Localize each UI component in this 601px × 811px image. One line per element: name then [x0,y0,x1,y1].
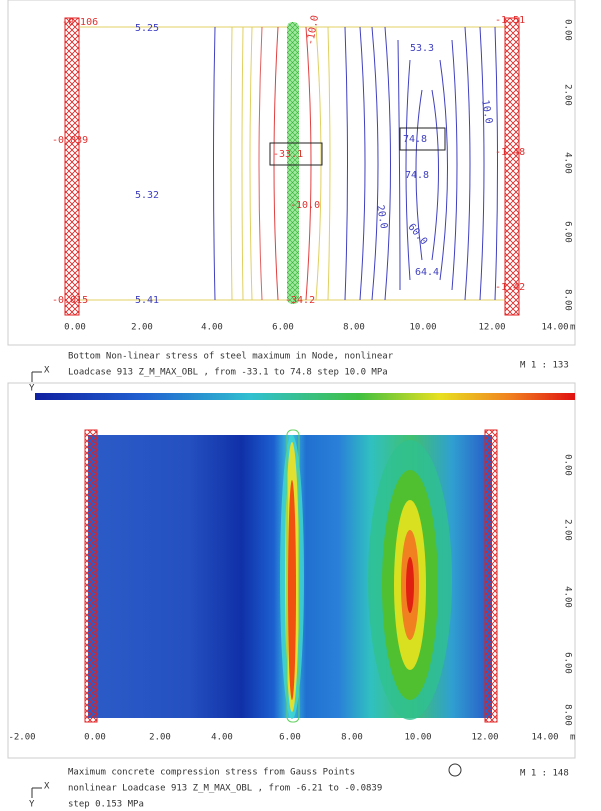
contour-label: -0.015 [52,295,88,306]
y-tick-label: 0.00 [563,454,573,476]
x-tick-label: -2.00 [8,733,35,743]
support [64,17,80,316]
x-tick-label: 8.00 [343,323,365,333]
frame [7,0,576,346]
contour-label: 74.8 [403,134,427,145]
x-tick-label: 2.00 [131,323,153,333]
scale: M 1 : 133 [520,361,569,371]
x-tick-label: 6.00 [272,323,294,333]
axis-x: X [44,366,50,376]
contour-label: -0.106 [62,17,98,28]
y-tick-label: 8.00 [563,289,573,311]
x-tick-label: 8.00 [341,733,363,743]
axis-icon: X Y [29,782,50,810]
column [286,429,300,723]
x-tick-label: 0.00 [64,323,86,333]
support [484,429,498,723]
contour-label: 5.41 [135,295,159,306]
contour-label: -34.2 [285,295,315,306]
y-tick-label: 4.00 [563,152,573,174]
x-tick-label: 14.00 [541,323,568,333]
y-tick-label: 6.00 [563,221,573,243]
x-tick-label: 10.00 [404,733,431,743]
support [504,17,520,316]
y-tick-label: 6.00 [563,652,573,674]
axis-x: X [44,782,50,792]
y-tick-label: 4.00 [563,586,573,608]
axis-y: Y [29,384,35,394]
contour-label: 20.0 [374,204,389,230]
axis-y: Y [29,800,35,810]
x-tick-label: 4.00 [211,733,233,743]
contour-label: 74.8 [405,170,429,181]
contour-label: -10.0 [290,200,320,211]
caption: Loadcase 913 Z_M_MAX_OBL , from -33.1 to… [68,368,388,378]
column [287,22,299,304]
y-tick-label: 0.00 [563,19,573,41]
caption: Maximum concrete compression stress from… [68,768,355,778]
axis-icon: X Y [29,366,50,394]
cursor-circle [448,763,462,777]
max-box [269,142,323,166]
unit: m [570,323,575,333]
contour-label: 60.0 [405,222,429,248]
y-tick-label: 2.00 [563,84,573,106]
x-tick-label: 2.00 [149,733,171,743]
contour-label: 53.3 [410,43,434,54]
caption: Bottom Non-linear stress of steel maximu… [68,352,394,362]
hotspots [280,435,452,720]
y-axis: 0.00 2.00 4.00 6.00 8.00 [563,19,573,311]
contour-label: 5.25 [135,23,159,34]
contour-label: -10.0 [305,14,321,46]
x-tick-label: 12.00 [478,323,505,333]
contours [213,26,498,301]
y-tick-label: 8.00 [563,704,573,726]
contour-label: -1.51 [495,15,525,26]
x-tick-label: 14.00 [531,733,558,743]
x-axis: 0.00 2.00 4.00 6.00 8.00 10.00 12.00 14.… [64,323,575,333]
frame [7,382,576,759]
max-box [399,127,446,151]
contour-label: -1.48 [495,147,525,158]
y-tick-label: 2.00 [563,519,573,541]
contour-label: 64.4 [415,267,439,278]
contour-label: 5.32 [135,190,159,201]
unit: m [570,733,575,743]
x-tick-label: 0.00 [84,733,106,743]
contour-label: -1.42 [495,282,525,293]
top-panel: -0.106 5.25 -10.0 53.3 10.0 -0.039 -33.1… [7,0,576,394]
x-tick-label: 10.00 [409,323,436,333]
color-bar [35,393,575,400]
scale: M 1 : 148 [520,769,569,779]
x-axis: -2.00 0.00 2.00 4.00 6.00 8.00 10.00 12.… [8,733,575,743]
contour-label: 10.0 [479,99,494,125]
support [84,429,98,723]
caption: step 0.153 MPa [68,800,144,810]
caption: nonlinear Loadcase 913 Z_M_MAX_OBL , fro… [68,784,382,794]
contour-label: -0.039 [52,135,88,146]
contour-label: -33.1 [273,149,303,160]
x-tick-label: 4.00 [201,323,223,333]
x-tick-label: 12.00 [471,733,498,743]
x-tick-label: 6.00 [279,733,301,743]
y-axis: 0.00 2.00 4.00 6.00 8.00 [563,454,573,726]
bottom-panel: -2.00 0.00 2.00 4.00 6.00 8.00 10.00 12.… [7,382,576,810]
